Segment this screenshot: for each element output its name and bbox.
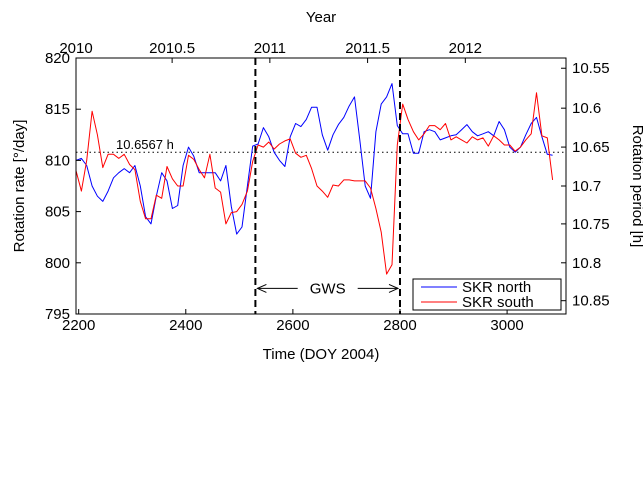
legend-label-skr-south: SKR south [462, 294, 534, 311]
right-tick-label-10-85: 10.85 [572, 293, 610, 310]
top-tick-label-2011-5: 2011.5 [345, 40, 390, 57]
top-tick-label-2012: 2012 [449, 40, 482, 57]
right-tick-label-10-75: 10.75 [572, 216, 610, 233]
y-tick-label-800: 800 [45, 255, 70, 272]
y-tick-label-795: 795 [45, 306, 70, 323]
top-tick-label-2010-5: 2010.5 [149, 40, 195, 57]
gws-label: GWS [310, 280, 346, 297]
right-tick-label-10-8: 10.8 [572, 255, 601, 272]
legend: SKR north SKR south [413, 279, 561, 311]
right-axis-title: Rotation period [h] [629, 125, 643, 248]
top-axis-title: Year [306, 9, 336, 26]
x-tick-label-2800: 2800 [383, 317, 416, 334]
top-tick-label-2011: 2011 [254, 40, 286, 57]
right-tick-label-10-7: 10.7 [572, 178, 601, 195]
y-tick-label-810: 810 [45, 152, 70, 169]
right-axis: 10.55 10.6 10.65 10.7 10.75 10.8 10.85 [561, 60, 610, 309]
y-tick-label-815: 815 [45, 101, 70, 118]
right-tick-label-10-55: 10.55 [572, 60, 610, 77]
reference-line-label: 10.6567 h [116, 137, 174, 152]
x-tick-label-3000: 3000 [490, 317, 523, 334]
plot-area [76, 58, 566, 314]
x-tick-label-2600: 2600 [276, 317, 309, 334]
y-axis-title: Rotation rate [°/day] [11, 120, 28, 253]
right-tick-label-10-65: 10.65 [572, 139, 610, 156]
x-tick-label-2400: 2400 [169, 317, 202, 334]
x-axis-title: Time (DOY 2004) [263, 346, 380, 363]
top-tick-label-2010: 2010 [59, 40, 92, 57]
right-tick-label-10-6: 10.6 [572, 100, 601, 117]
y-tick-label-805: 805 [45, 204, 70, 221]
